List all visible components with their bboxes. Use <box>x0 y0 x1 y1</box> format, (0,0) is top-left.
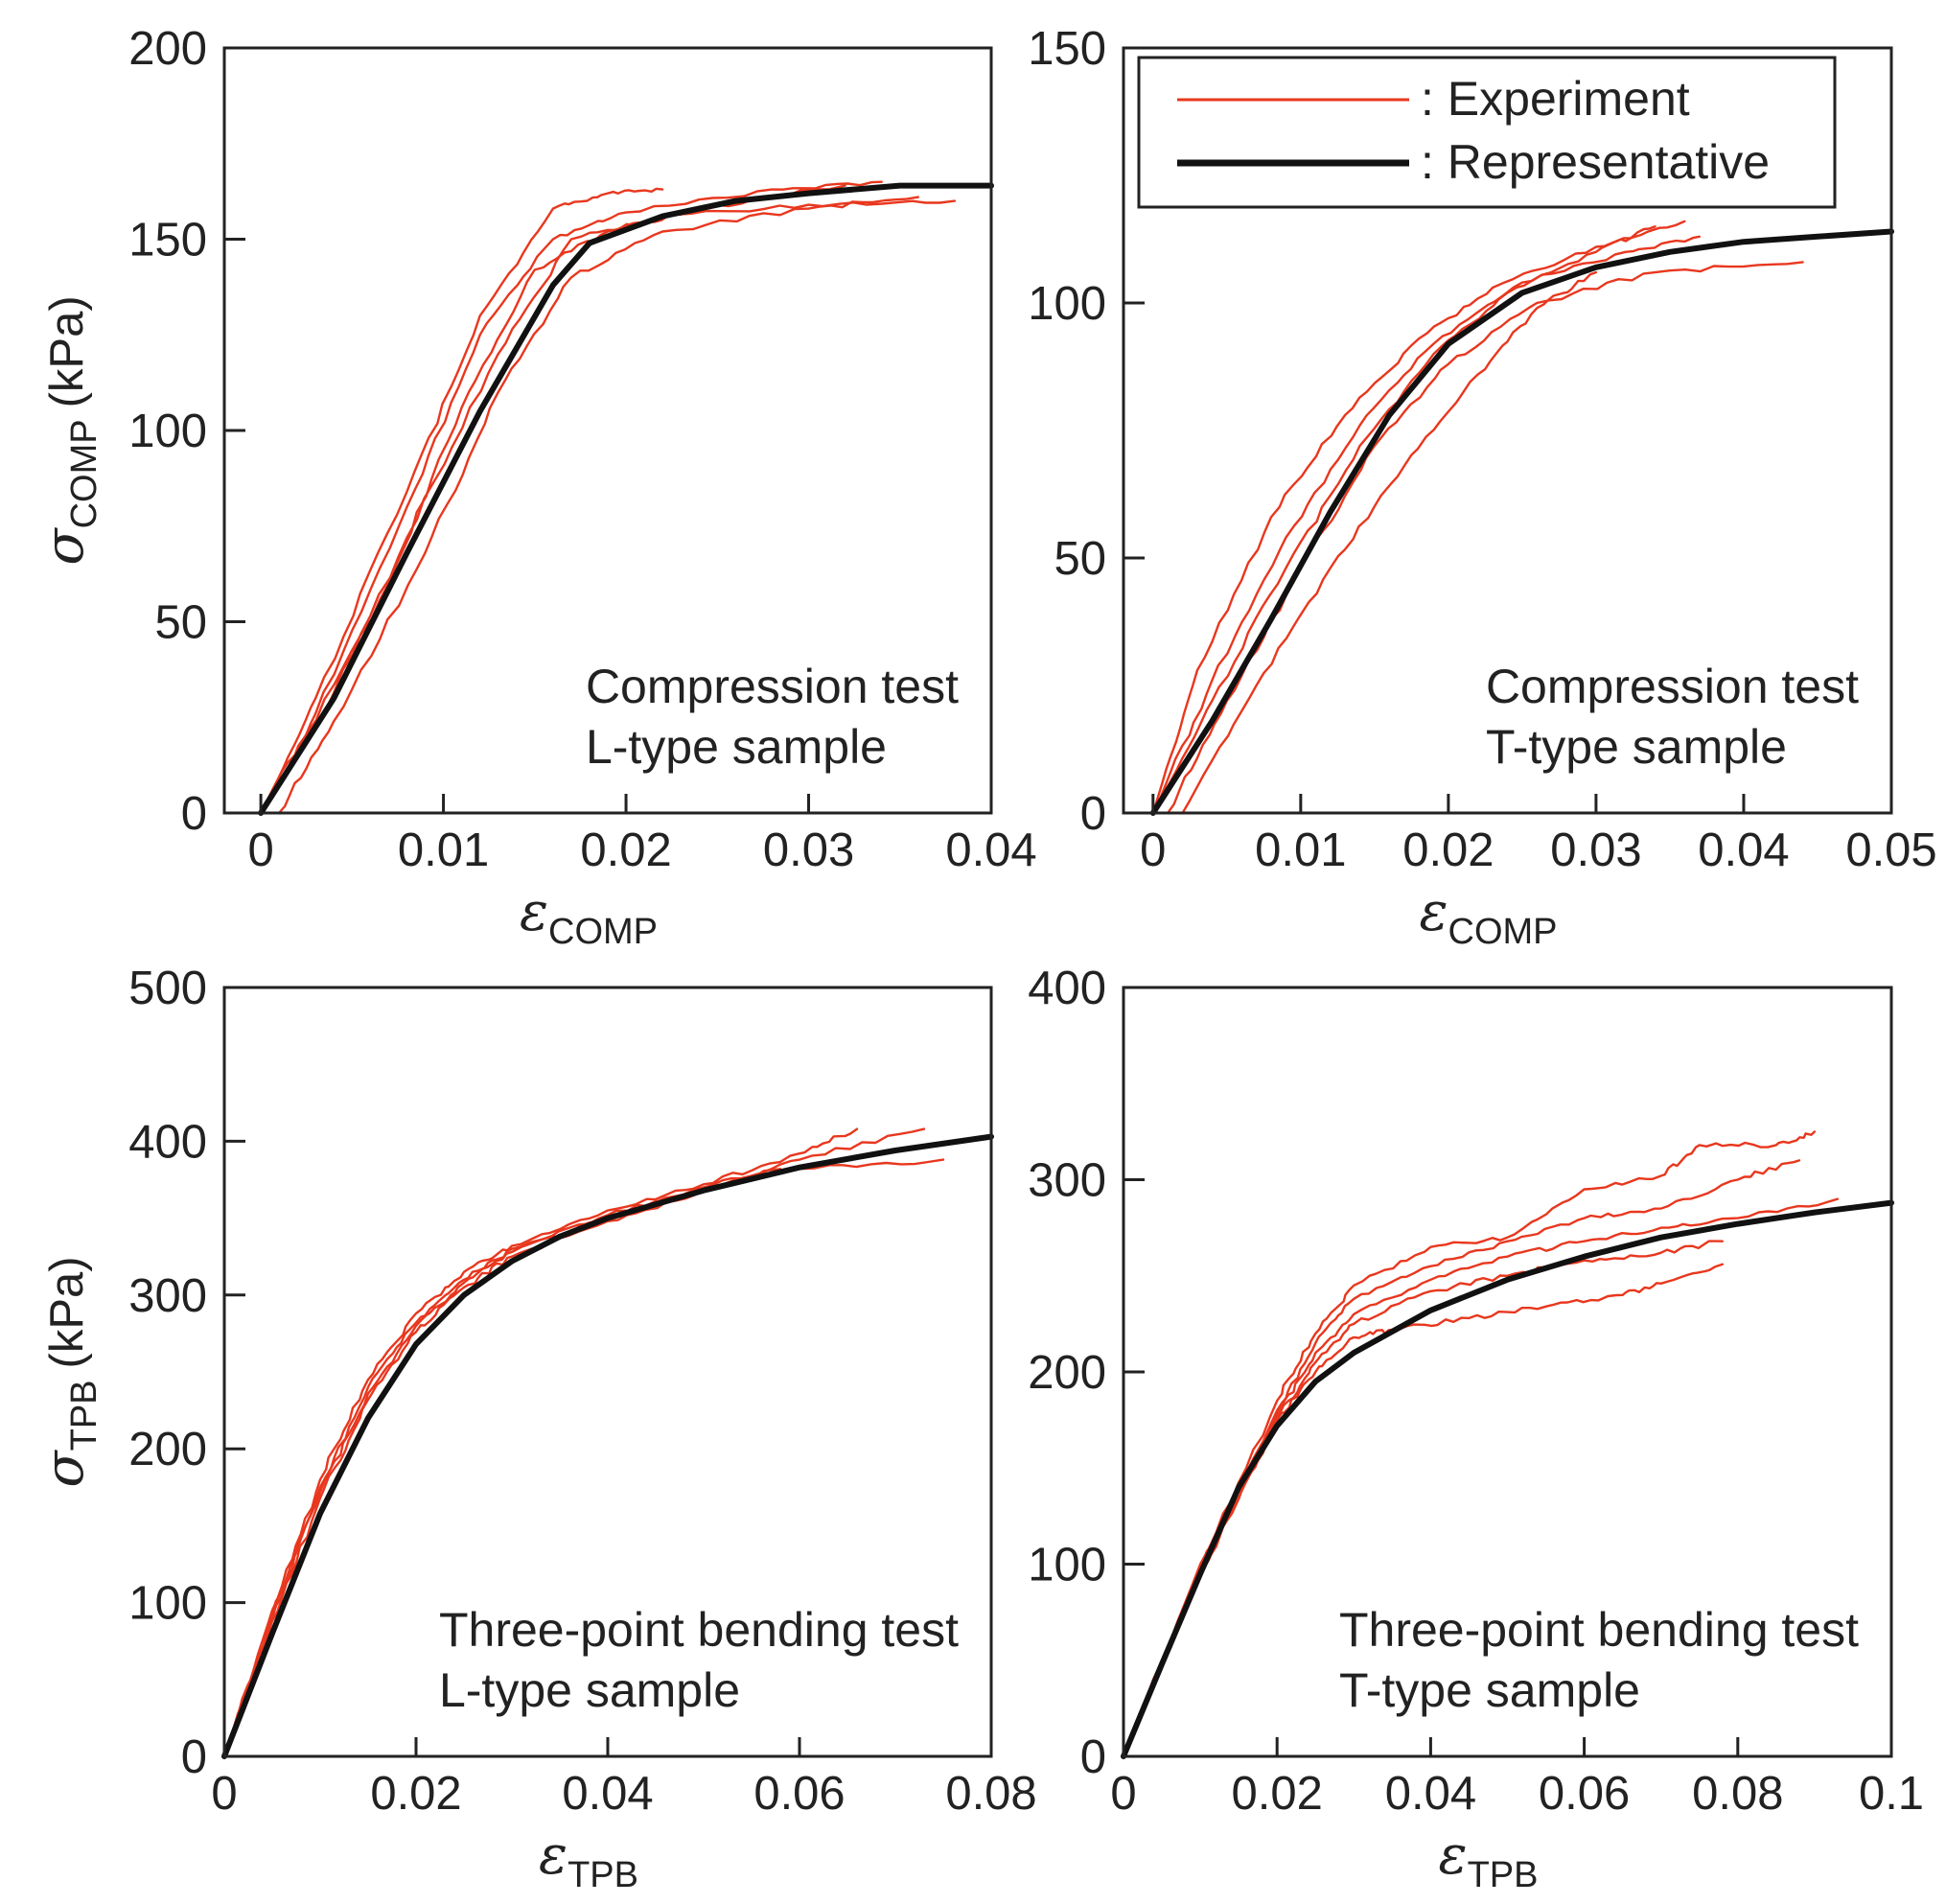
x-axis-subscript: COMP <box>1448 912 1558 952</box>
x-axis-label: εCOMP <box>520 881 658 952</box>
y-tick-label: 300 <box>128 1270 207 1322</box>
x-tick-label: 0.03 <box>1550 824 1641 876</box>
x-axis-symbol: ε <box>520 881 548 943</box>
x-axis-label: εCOMP <box>1419 881 1557 952</box>
legend-representative-label: : Representative <box>1421 135 1770 189</box>
x-axis-label: εTPB <box>1439 1824 1539 1895</box>
series-line-representative <box>1121 1199 1894 1759</box>
series-line-representative <box>221 1133 994 1759</box>
y-tick-label: 200 <box>128 23 207 75</box>
y-tick-label: 100 <box>128 406 207 457</box>
y-tick-label: 100 <box>128 1578 207 1630</box>
y-tick-label: 300 <box>1028 1155 1106 1207</box>
x-tick-label: 0.08 <box>1692 1768 1783 1820</box>
x-tick-label: 0.01 <box>1255 824 1346 876</box>
x-tick-label: 0.08 <box>945 1768 1036 1820</box>
x-tick-label: 0.04 <box>562 1768 653 1820</box>
legend: : Experiment : Representative <box>1137 56 1837 209</box>
y-tick-label: 0 <box>1080 788 1106 840</box>
y-tick-label: 200 <box>1028 1347 1106 1399</box>
series-line-experiment-2 <box>1151 235 1701 815</box>
x-tick-label: 0.04 <box>945 824 1036 876</box>
y-tick-label: 400 <box>128 1116 207 1168</box>
legend-box <box>1137 56 1837 209</box>
x-axis-label: εTPB <box>539 1824 638 1895</box>
x-tick-label: 0.04 <box>1698 824 1789 876</box>
x-tick-label: 0 <box>1140 824 1166 876</box>
panel-annotation-line-1: Three-point bending test <box>439 1603 959 1657</box>
y-tick-label: 0 <box>181 788 207 840</box>
x-axis-subscript: TPB <box>568 1855 638 1895</box>
y-axis-label: σTPB (kPa) <box>34 1256 104 1487</box>
x-tick-label: 0 <box>1110 1768 1136 1820</box>
x-tick-label: 0 <box>247 824 273 876</box>
series-line-experiment-1 <box>222 1127 859 1758</box>
x-axis-symbol: ε <box>1419 881 1448 943</box>
x-axis-subscript: COMP <box>548 912 658 952</box>
y-tick-label: 50 <box>154 597 207 649</box>
legend-experiment-label: : Experiment <box>1421 72 1690 126</box>
y-tick-label: 100 <box>1028 278 1106 330</box>
y-tick-label: 100 <box>1028 1540 1106 1591</box>
chart-panel-tpb_t: 0 0.02 0.04 0.06 0.08 0.1 0 100 200 300 400 εTPB Thr… <box>1028 963 1924 1895</box>
y-tick-label: 0 <box>1080 1731 1106 1783</box>
series-line-experiment-4 <box>222 1168 782 1758</box>
y-axis-symbol: σ <box>34 527 96 566</box>
chart-panel-tpb_l: 0 0.02 0.04 0.06 0.080100200300400500εTPBσTP… <box>34 963 1037 1895</box>
series-line-experiment-1 <box>1122 1130 1817 1758</box>
x-tick-label: 0.01 <box>398 824 489 876</box>
series-line-experiment-5 <box>259 184 846 815</box>
x-tick-label: 0 <box>211 1768 237 1820</box>
plot-frame <box>1122 46 1893 815</box>
y-axis-label: σCOMP (kPa) <box>34 295 104 565</box>
y-axis-unit: (kPa) <box>41 1256 93 1368</box>
y-tick-label: 150 <box>1028 23 1106 75</box>
panel-annotation-line-2: L-type sample <box>439 1663 740 1717</box>
x-tick-label: 0.02 <box>1402 824 1494 876</box>
x-tick-label: 0.02 <box>1232 1768 1323 1820</box>
y-axis-symbol: σ <box>34 1450 96 1488</box>
y-tick-label: 150 <box>128 215 207 267</box>
panel-annotation-line-1: Compression test <box>1486 660 1859 713</box>
x-tick-label: 0.04 <box>1385 1768 1476 1820</box>
series-line-experiment-4 <box>1167 261 1804 815</box>
panel-annotation-line-2: T-type sample <box>1486 720 1787 774</box>
panel-annotation-line-2: L-type sample <box>586 720 887 774</box>
y-axis-subscript: TPB <box>64 1380 104 1451</box>
x-tick-label: 0.1 <box>1859 1768 1924 1820</box>
series-line-experiment-5 <box>1181 270 1598 815</box>
y-tick-label: 400 <box>1028 963 1106 1014</box>
series-line-experiment-4 <box>277 196 919 815</box>
chart-panel-comp_t: 0 0.01 0.02 0.03 0.04 0.05 0 50 100 150 εCOMP Compr… <box>1028 23 1936 952</box>
y-axis-subscript: COMP <box>64 419 104 528</box>
x-tick-label: 0.06 <box>1539 1768 1630 1820</box>
chart-panel-comp_l: 0 0.01 0.02 0.03 0.04050100150200εCOMPσCOMP(… <box>34 23 1037 952</box>
y-tick-label: 50 <box>1054 533 1106 585</box>
panel-annotation-line-1: Three-point bending test <box>1339 1603 1859 1657</box>
y-tick-label: 200 <box>128 1424 207 1475</box>
series-line-representative <box>1149 228 1894 816</box>
x-tick-label: 0.03 <box>763 824 854 876</box>
x-axis-symbol: ε <box>539 1824 568 1887</box>
x-axis-symbol: ε <box>1439 1824 1468 1887</box>
series-line-experiment-3 <box>259 187 664 815</box>
series-line-experiment-1 <box>1151 220 1686 815</box>
x-axis-subscript: TPB <box>1468 1855 1539 1895</box>
x-tick-label: 0.06 <box>753 1768 845 1820</box>
panel-annotation-line-1: Compression test <box>586 660 959 713</box>
x-tick-label: 0.05 <box>1845 824 1936 876</box>
x-tick-label: 0.02 <box>580 824 671 876</box>
series-line-representative <box>258 182 994 816</box>
y-tick-label: 500 <box>128 963 207 1014</box>
y-tick-label: 0 <box>181 1731 207 1783</box>
series-line-experiment-2 <box>259 180 883 815</box>
panel-annotation-line-2: T-type sample <box>1339 1663 1640 1717</box>
y-axis-unit: (kPa) <box>41 295 93 407</box>
x-tick-label: 0.02 <box>370 1768 461 1820</box>
